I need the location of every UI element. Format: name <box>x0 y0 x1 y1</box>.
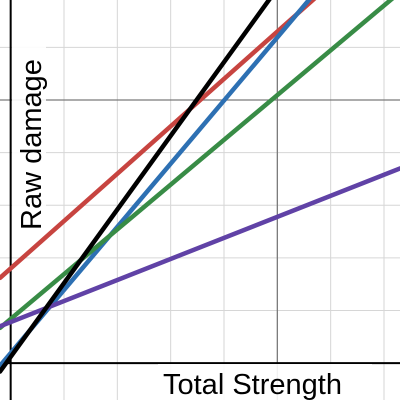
labels: Total Strength Raw damage <box>12 28 372 400</box>
series-line-2 <box>0 0 312 369</box>
xlabel-background <box>158 364 372 400</box>
series-line-5 <box>0 0 272 374</box>
x-axis-label: Total Strength <box>163 369 342 400</box>
series-line-4 <box>0 166 400 329</box>
ylabel-background <box>12 28 46 232</box>
y-axis-label: Raw damage <box>16 59 48 230</box>
series-line-1 <box>0 0 317 281</box>
series-layer <box>0 0 400 374</box>
series-line-3 <box>0 0 395 331</box>
